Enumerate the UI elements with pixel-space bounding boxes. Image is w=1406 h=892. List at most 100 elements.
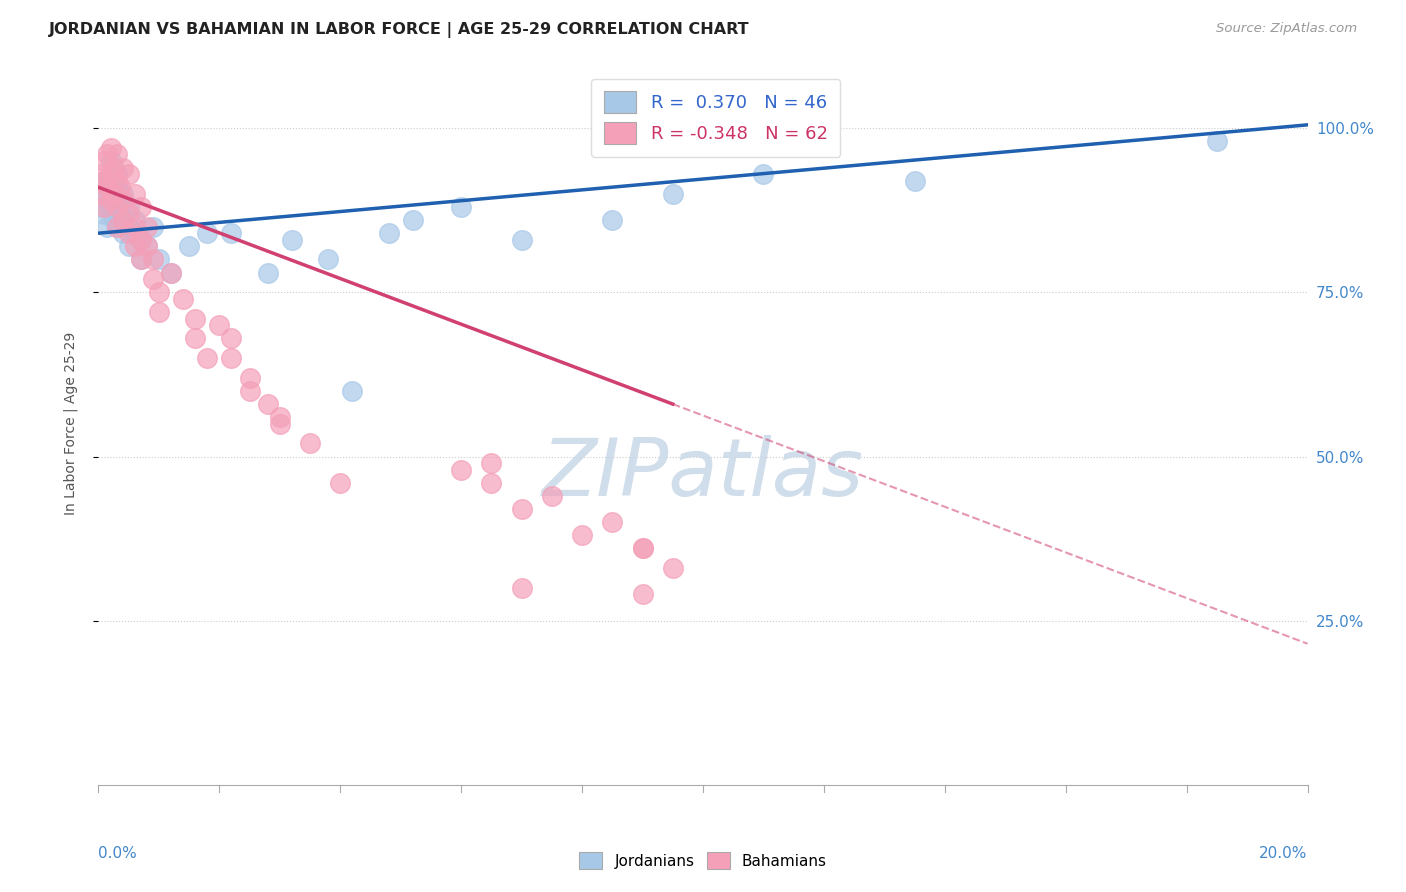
Point xyxy=(105,200,128,214)
Point xyxy=(90,167,112,181)
Point xyxy=(316,252,339,267)
Point xyxy=(142,252,165,267)
Point xyxy=(124,186,146,201)
Point xyxy=(100,141,122,155)
Point xyxy=(118,200,141,214)
Point xyxy=(184,331,207,345)
Point xyxy=(103,194,125,208)
Point xyxy=(661,561,683,575)
Point xyxy=(510,581,533,595)
Point xyxy=(135,239,157,253)
Point xyxy=(124,219,146,234)
Point xyxy=(105,147,128,161)
Point xyxy=(129,233,152,247)
Point xyxy=(111,226,134,240)
Point xyxy=(105,206,128,220)
Point xyxy=(510,233,533,247)
Point xyxy=(100,167,122,181)
Point xyxy=(103,186,125,201)
Point xyxy=(256,266,278,280)
Point xyxy=(540,489,562,503)
Point xyxy=(160,266,183,280)
Point xyxy=(631,587,654,601)
Point xyxy=(105,167,128,181)
Point xyxy=(571,528,593,542)
Text: JORDANIAN VS BAHAMIAN IN LABOR FORCE | AGE 25-29 CORRELATION CHART: JORDANIAN VS BAHAMIAN IN LABOR FORCE | A… xyxy=(49,22,749,38)
Point xyxy=(118,206,141,220)
Text: 0.0%: 0.0% xyxy=(98,847,138,862)
Point xyxy=(208,318,231,333)
Point xyxy=(450,200,472,214)
Point xyxy=(103,161,125,175)
Point xyxy=(111,194,134,208)
Point xyxy=(93,153,115,168)
Point xyxy=(239,384,262,398)
Point xyxy=(281,233,304,247)
Point xyxy=(299,436,322,450)
Point xyxy=(129,200,152,214)
Point xyxy=(105,219,128,234)
Point xyxy=(111,161,134,175)
Point xyxy=(124,226,146,240)
Point xyxy=(105,219,128,234)
Point xyxy=(93,174,115,188)
Point xyxy=(111,186,134,201)
Point xyxy=(172,292,194,306)
Point xyxy=(96,186,118,201)
Point xyxy=(179,239,201,253)
Point xyxy=(118,239,141,253)
Point xyxy=(124,213,146,227)
Point xyxy=(90,200,112,214)
Point xyxy=(118,226,141,240)
Point xyxy=(402,213,425,227)
Point xyxy=(450,463,472,477)
Point xyxy=(93,206,115,220)
Y-axis label: In Labor Force | Age 25-29: In Labor Force | Age 25-29 xyxy=(63,332,77,516)
Point xyxy=(135,239,157,253)
Point xyxy=(239,370,262,384)
Point xyxy=(135,219,157,234)
Point xyxy=(148,305,170,319)
Point xyxy=(142,272,165,286)
Point xyxy=(118,167,141,181)
Point xyxy=(129,252,152,267)
Point xyxy=(96,219,118,234)
Point xyxy=(661,186,683,201)
Text: 20.0%: 20.0% xyxy=(1260,847,1308,862)
Point xyxy=(100,153,122,168)
Point xyxy=(96,147,118,161)
Point xyxy=(118,219,141,234)
Point xyxy=(148,252,170,267)
Point xyxy=(256,397,278,411)
Point xyxy=(481,475,503,490)
Point xyxy=(142,219,165,234)
Point xyxy=(100,194,122,208)
Point xyxy=(129,252,152,267)
Point xyxy=(221,226,243,240)
Point xyxy=(93,174,115,188)
Point xyxy=(1206,134,1229,148)
Point xyxy=(752,167,775,181)
Point xyxy=(105,180,128,194)
Point xyxy=(100,200,122,214)
Point xyxy=(129,233,152,247)
Point xyxy=(269,417,291,431)
Point xyxy=(377,226,399,240)
Point xyxy=(111,213,134,227)
Point xyxy=(221,351,243,365)
Point xyxy=(160,266,183,280)
Point xyxy=(100,174,122,188)
Text: ZIPatlas: ZIPatlas xyxy=(541,435,865,513)
Point xyxy=(124,239,146,253)
Point xyxy=(329,475,352,490)
Point xyxy=(111,213,134,227)
Legend: Jordanians, Bahamians: Jordanians, Bahamians xyxy=(574,846,832,875)
Text: Source: ZipAtlas.com: Source: ZipAtlas.com xyxy=(1216,22,1357,36)
Point xyxy=(510,502,533,516)
Point xyxy=(631,541,654,556)
Point xyxy=(481,456,503,470)
Point xyxy=(342,384,364,398)
Point xyxy=(602,515,624,529)
Point xyxy=(195,226,218,240)
Point xyxy=(602,213,624,227)
